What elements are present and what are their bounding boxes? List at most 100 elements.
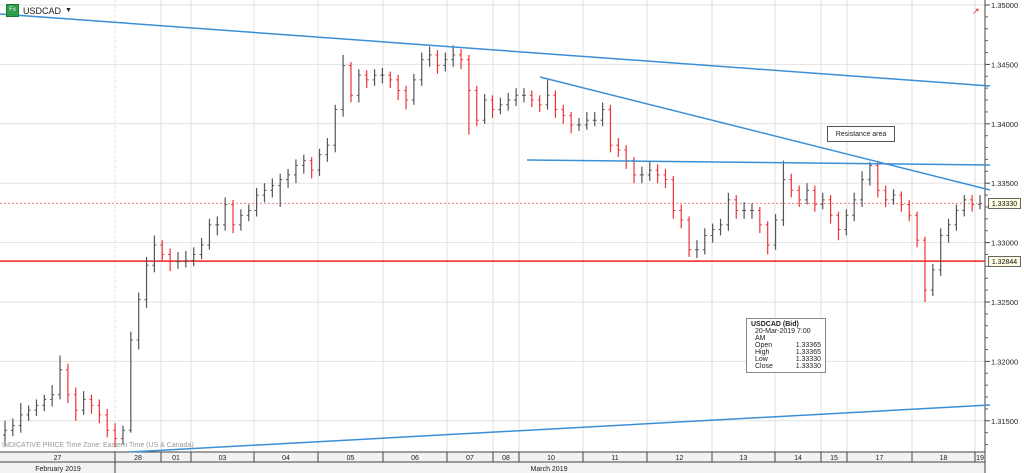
y-tick-label: 1.31500 (991, 417, 1018, 426)
x-tick-label: 07 (466, 455, 474, 462)
y-tick-label: 1.34500 (991, 60, 1018, 69)
x-tick-label: 05 (347, 455, 355, 462)
x-tick-label: 15 (830, 455, 838, 462)
x-tick-label: 28 (134, 455, 142, 462)
x-tick-label: 04 (282, 455, 290, 462)
ohlc-bar (191, 247, 196, 267)
ohlc-bar (828, 195, 833, 224)
x-tick-label: 13 (740, 455, 748, 462)
caret-down-icon[interactable]: ▼ (65, 7, 72, 14)
y-tick-label: 1.33000 (991, 239, 1018, 248)
ohlc-bar (576, 117, 581, 131)
ohlc-bar (844, 209, 849, 236)
ohlc-bar (891, 189, 896, 205)
ohlc-bar (592, 111, 597, 127)
ohlc-bar (262, 183, 267, 203)
ohlc-bar (435, 50, 440, 74)
lower-trendline (129, 404, 991, 453)
x-tick-label: 27 (54, 455, 62, 462)
y-axis-panel (985, 0, 1024, 473)
resistance-line (526, 159, 991, 166)
y-tick-label: 1.35000 (991, 1, 1018, 10)
ohlc-bar (773, 214, 778, 250)
footer-note: INDICATIVE PRICE Time Zone: Eastern Time… (2, 442, 194, 449)
resistance-annotation[interactable]: Resistance area (827, 126, 895, 142)
x-tick-label: 11 (611, 455, 618, 462)
ohlc-bar (246, 204, 251, 222)
ohlc-bar (883, 185, 888, 207)
ohlc-bar (286, 168, 291, 188)
ohlc-bar (765, 221, 770, 255)
fx-icon: Fx (6, 4, 19, 17)
ohlc-bar (757, 206, 762, 234)
ohlc-tooltip: USDCAD (Bid) 20-Mar-2019 7:00 AM Open 1.3… (746, 318, 826, 373)
alert-icon[interactable]: ↗ (972, 6, 980, 16)
ohlc-bar (584, 111, 589, 130)
tooltip-row: High 1.33365 (751, 349, 821, 356)
ohlc-bar (152, 235, 157, 273)
ohlc-bar (34, 399, 39, 417)
ohlc-bar (498, 97, 503, 115)
tooltip-title: USDCAD (Bid) (751, 321, 799, 328)
ohlc-bar (388, 71, 393, 89)
tooltip-value: 1.33330 (795, 356, 821, 363)
ohlc-bar (466, 54, 471, 135)
ohlc-bar (443, 52, 448, 72)
ohlc-bar (364, 70, 369, 89)
x-tick-label: 12 (676, 455, 684, 462)
ohlc-bar (183, 250, 188, 268)
ohlc-bar (120, 425, 125, 445)
ohlc-bar (860, 171, 865, 207)
x-tick-label: 08 (502, 455, 510, 462)
ohlc-bar (836, 211, 841, 241)
ohlc-bar (89, 394, 94, 414)
x-tick-label: 14 (794, 455, 802, 462)
ohlc-bar (42, 394, 47, 412)
ohlc-bar (341, 54, 346, 117)
ohlc-bar (317, 148, 322, 177)
x-tick-label: 10 (547, 455, 555, 462)
y-tick-label: 1.32500 (991, 298, 1018, 307)
ohlc-bar (333, 104, 338, 153)
ohlc-bar (207, 218, 212, 250)
ohlc-bar (647, 161, 652, 181)
ohlc-bar (970, 195, 975, 212)
ohlc-bar (946, 218, 951, 243)
ohlc-bar (545, 79, 550, 110)
ohlc-bar (254, 187, 259, 217)
ohlc-bar (702, 228, 707, 255)
ohlc-bar (482, 94, 487, 124)
ohlc-bar (168, 248, 173, 272)
symbol-label: USDCAD (23, 5, 62, 16)
ohlc-bar (50, 385, 55, 407)
ohlc-bar (962, 195, 967, 217)
ohlc-bar (616, 138, 621, 158)
ohlc-bar (270, 178, 275, 198)
ohlc-bar (309, 157, 314, 179)
ohlc-bar (73, 387, 78, 421)
ohlc-bar (624, 145, 629, 169)
ohlc-bar (718, 218, 723, 236)
ohlc-bar (812, 185, 817, 212)
tooltip-label: High (755, 349, 770, 356)
month-label: February 2019 (35, 466, 81, 473)
ohlc-bar (734, 195, 739, 219)
symbol-selector[interactable]: Fx USDCAD ▼ (6, 4, 72, 17)
ohlc-bar (663, 168, 668, 188)
ohlc-bar (694, 240, 699, 259)
ohlc-bar (922, 236, 927, 302)
ohlc-bar (18, 402, 23, 433)
ohlc-bar (451, 45, 456, 67)
tooltip-value: 1.33365 (795, 342, 821, 349)
ohlc-bar (521, 88, 526, 103)
x-tick-label: 19 (976, 455, 984, 462)
ohlc-bar (404, 85, 409, 110)
ohlc-bar (58, 355, 63, 400)
ohlc-bar (97, 399, 102, 424)
ohlc-bar (215, 216, 220, 236)
ohlc-bar (875, 161, 880, 198)
x-tick-label: 01 (172, 455, 180, 462)
tooltip-label: Close (755, 363, 773, 370)
